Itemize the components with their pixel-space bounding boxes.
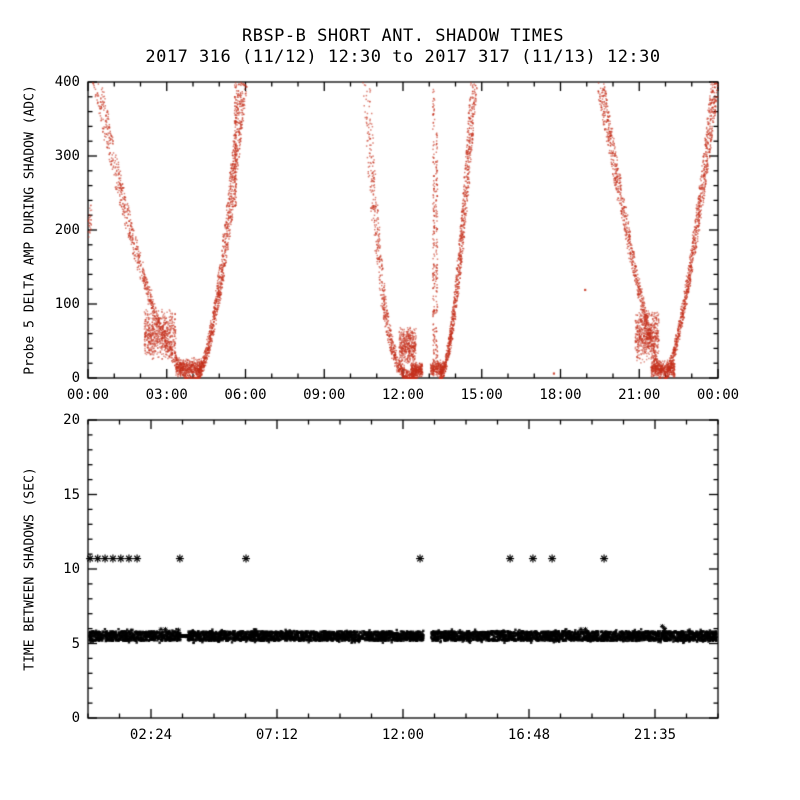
bottom-y-tick-label: 5 bbox=[71, 635, 80, 652]
top-y-tick-label: 300 bbox=[54, 148, 80, 164]
top-y-tick-label: 400 bbox=[54, 74, 80, 90]
bottom-x-tick-label: 16:48 bbox=[507, 727, 551, 743]
top-x-tick-label: 18:00 bbox=[539, 387, 582, 403]
bottom-x-tick-label: 07:12 bbox=[255, 727, 299, 743]
bottom-y-tick-label: 10 bbox=[63, 561, 80, 577]
top-y-tick-label: 0 bbox=[71, 370, 80, 386]
top-y-tick-label: 200 bbox=[54, 222, 80, 238]
top-x-tick-label: 06:00 bbox=[224, 387, 267, 403]
bottom-x-tick-label: 12:00 bbox=[381, 727, 425, 743]
top-x-tick-label: 00:00 bbox=[696, 387, 740, 403]
top-y-tick-label: 100 bbox=[54, 296, 80, 312]
chart-title: RBSP-B SHORT ANT. SHADOW TIMES bbox=[241, 26, 565, 46]
bottom-y-tick-label: 20 bbox=[63, 412, 80, 428]
bottom-x-tick-label: 02:24 bbox=[129, 727, 173, 743]
top-x-tick-label: 21:00 bbox=[618, 387, 661, 403]
top-x-tick-label: 09:00 bbox=[303, 387, 346, 403]
top-x-tick-label: 03:00 bbox=[145, 387, 188, 403]
bottom-y-tick-label: 15 bbox=[63, 486, 80, 503]
top-x-tick-label: 12:00 bbox=[381, 387, 425, 403]
top-x-tick-label: 15:00 bbox=[460, 387, 503, 403]
top-x-tick-label: 00:00 bbox=[66, 387, 110, 403]
bottom-y-tick-label: 0 bbox=[71, 710, 80, 726]
bottom-x-tick-label: 21:35 bbox=[633, 727, 677, 743]
chart-subtitle: 2017 316 (11/12) 12:30 to 2017 317 (11/1… bbox=[145, 47, 661, 67]
